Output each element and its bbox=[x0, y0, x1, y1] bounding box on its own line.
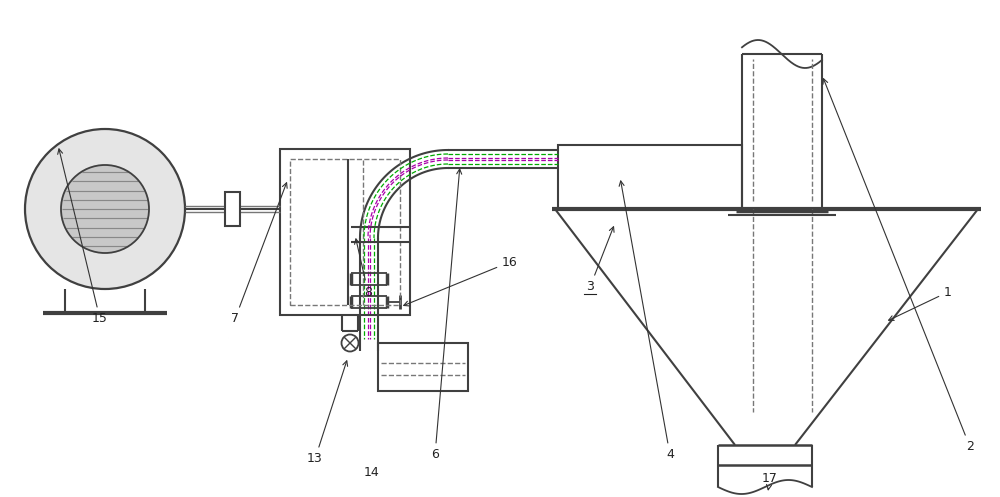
Text: 7: 7 bbox=[231, 183, 287, 326]
Text: 8: 8 bbox=[355, 239, 372, 299]
Bar bbox=[225, 192, 240, 226]
Text: 6: 6 bbox=[431, 169, 462, 462]
Text: 16: 16 bbox=[404, 255, 518, 306]
Text: 1: 1 bbox=[889, 285, 952, 321]
Text: 15: 15 bbox=[58, 149, 108, 326]
Circle shape bbox=[61, 165, 149, 253]
Text: 14: 14 bbox=[364, 467, 380, 480]
Bar bbox=[558, 145, 742, 209]
Text: 3: 3 bbox=[586, 227, 614, 294]
Bar bbox=[280, 149, 410, 315]
Text: 2: 2 bbox=[823, 79, 974, 453]
Text: 17: 17 bbox=[762, 473, 778, 490]
Text: 4: 4 bbox=[619, 181, 674, 462]
Bar bbox=[290, 159, 400, 305]
Bar bbox=[378, 343, 468, 391]
Text: 13: 13 bbox=[307, 361, 348, 466]
Circle shape bbox=[25, 129, 185, 289]
